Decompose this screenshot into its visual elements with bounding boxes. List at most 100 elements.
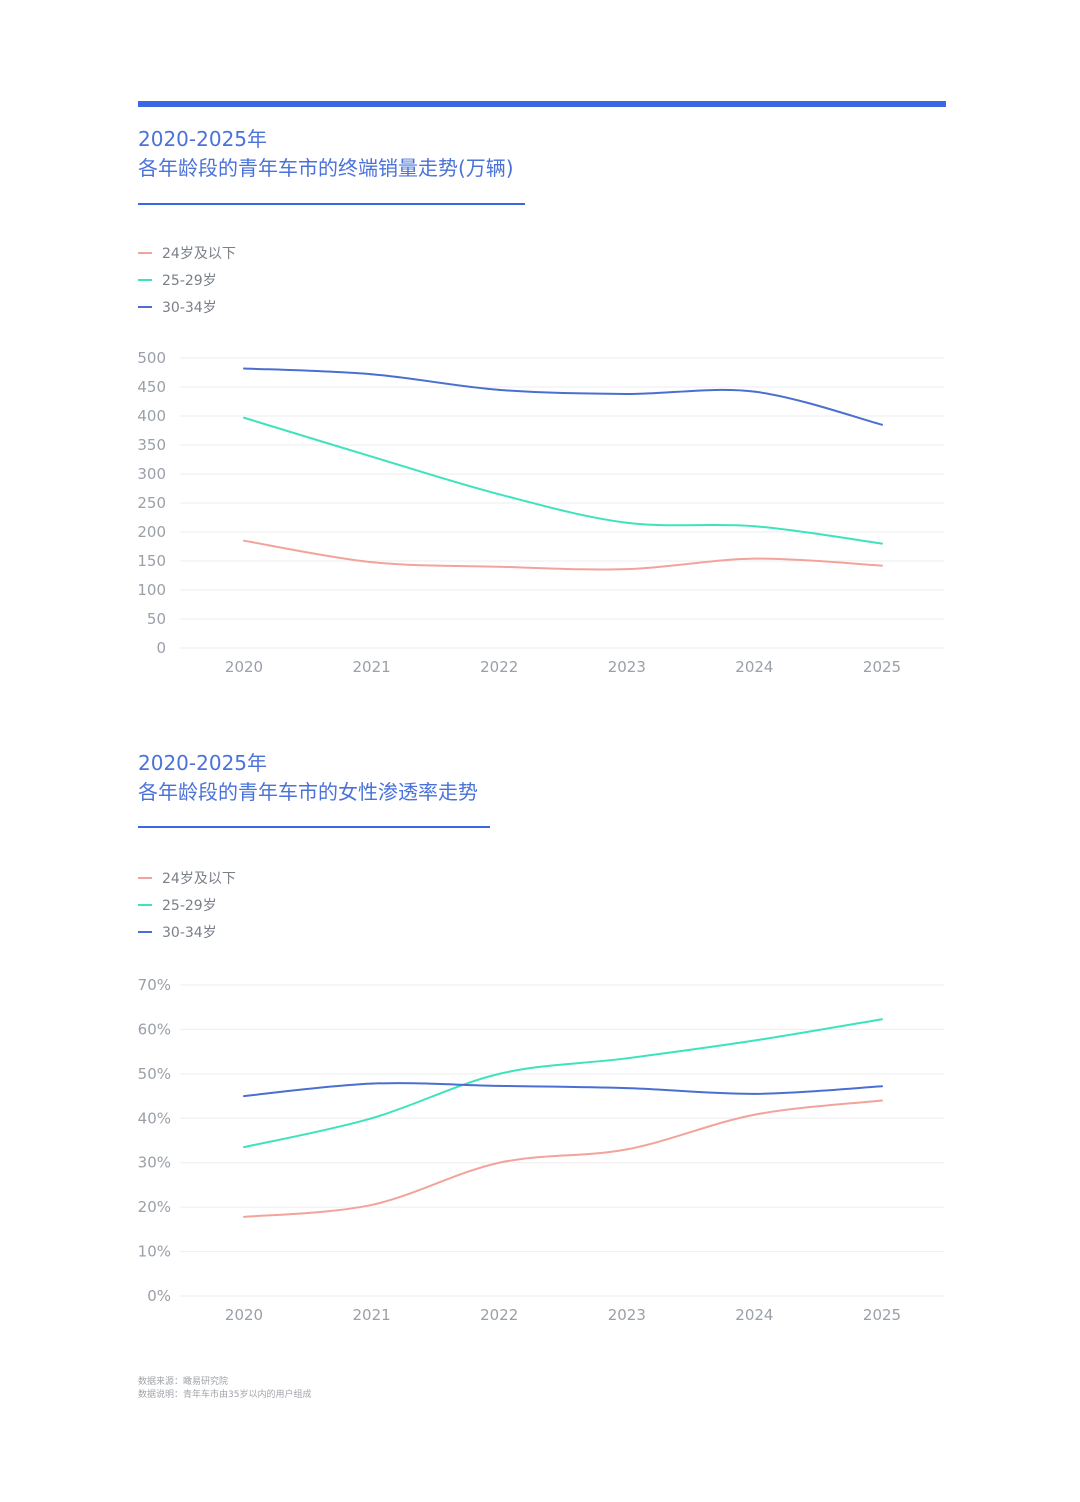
chart1-series-point-1: [625, 521, 628, 524]
legend-swatch: [138, 930, 152, 933]
source-line2: 数据说明：青年车市由35岁以内的用户组成: [138, 1390, 312, 1400]
legend-swatch: [138, 903, 152, 906]
chart1-y-tick-label: 350: [137, 436, 166, 454]
chart1-series-point-1: [753, 525, 756, 528]
chart1-series-point-2: [243, 367, 245, 370]
chart2-series-point-2: [625, 1087, 628, 1090]
chart2-x-tick-label: 2023: [608, 1306, 646, 1324]
chart1-series-point-1: [498, 493, 501, 496]
chart2-series-line-2: [243, 1082, 883, 1098]
chart1-series-point-1: [881, 542, 883, 545]
chart2-x-tick-label: 2025: [863, 1306, 901, 1324]
chart1-series-point-0: [625, 568, 628, 571]
chart2-series-point-0: [625, 1148, 628, 1151]
chart1-y-tick-label: 150: [137, 552, 166, 570]
chart1-x-tick-label: 2025: [863, 658, 901, 676]
legend-swatch: [138, 876, 152, 879]
chart2-title-underline: [138, 826, 490, 828]
chart2-legend-item-30-34: 30-34岁: [138, 918, 236, 945]
chart1-y-tick-label: 250: [137, 494, 166, 512]
chart2-y-tick-label: 30%: [138, 1154, 171, 1172]
chart1-legend: 24岁及以下 25-29岁 30-34岁: [138, 239, 236, 320]
chart2-series-line-1: [243, 1018, 883, 1149]
chart1-legend-item-24: 24岁及以下: [138, 239, 236, 266]
chart1-series-point-1: [370, 455, 373, 458]
chart2-series-line-0: [243, 1099, 883, 1218]
legend-label: 30-34岁: [162, 924, 217, 941]
chart2-series-point-2: [498, 1084, 501, 1087]
chart2-y-tick-label: 0%: [147, 1287, 171, 1305]
chart1-series-point-0: [370, 561, 373, 564]
chart1-plot: 0 50 100 150 200 250 300 350 400 450 500 2020 2021 20…: [137, 349, 944, 676]
chart1-series-point-0: [243, 539, 245, 542]
chart2-y-tick-label: 50%: [138, 1065, 171, 1083]
chart2-series-point-1: [625, 1057, 628, 1060]
chart2-legend-item-25-29: 25-29岁: [138, 891, 236, 918]
chart2-y-tick-label: 40%: [138, 1109, 171, 1127]
chart2-series-point-2: [370, 1082, 373, 1085]
chart2-series-point-2: [243, 1095, 245, 1098]
legend-label: 24岁及以下: [162, 870, 236, 887]
chart2-x-tick-label: 2021: [353, 1306, 391, 1324]
chart2-series-point-2: [881, 1085, 883, 1088]
chart1-series-line-0: [243, 539, 883, 571]
chart2-y-tick-label: 60%: [138, 1020, 171, 1038]
chart1-y-tick-label: 500: [137, 349, 166, 367]
chart2-legend-item-24: 24岁及以下: [138, 864, 236, 891]
chart1-title-line2: 各年龄段的青年车市的终端销量走势(万辆): [138, 156, 514, 180]
chart2-series-point-1: [498, 1072, 501, 1075]
chart2-x-tick-label: 2020: [225, 1306, 263, 1324]
legend-label: 24岁及以下: [162, 245, 236, 262]
chart1-series-point-2: [370, 373, 373, 376]
chart2-title: 2020-2025年 各年龄段的青年车市的女性渗透率走势: [138, 749, 478, 807]
chart2-y-tick-label: 70%: [138, 976, 171, 994]
chart2-series-point-0: [370, 1203, 373, 1206]
chart1-series-point-2: [625, 392, 628, 395]
legend-label: 25-29岁: [162, 897, 217, 914]
chart1-y-tick-label: 200: [137, 523, 166, 541]
chart2-x-tick-label: 2022: [480, 1306, 518, 1324]
chart1-x-tick-label: 2020: [225, 658, 263, 676]
chart2-series-point-1: [881, 1018, 883, 1021]
chart1-x-tick-label: 2024: [735, 658, 773, 676]
chart1-series-point-1: [243, 416, 245, 419]
chart1-series-line-2: [243, 367, 883, 426]
chart2-series-point-2: [753, 1092, 756, 1095]
chart1-y-tick-label: 450: [137, 378, 166, 396]
chart2-series-point-0: [753, 1113, 756, 1116]
legend-label: 25-29岁: [162, 272, 217, 289]
chart1-legend-item-30-34: 30-34岁: [138, 293, 236, 320]
chart2-series-point-1: [370, 1117, 373, 1120]
source-line1: 数据来源：瞰易研究院: [138, 1377, 229, 1387]
chart2-title-line2: 各年龄段的青年车市的女性渗透率走势: [138, 780, 478, 804]
legend-swatch: [138, 278, 152, 281]
chart2-series-point-0: [498, 1161, 501, 1164]
top-accent-bar: [138, 101, 946, 107]
chart1-x-tick-label: 2023: [608, 658, 646, 676]
chart1-y-tick-label: 300: [137, 465, 166, 483]
chart2-y-tick-label: 20%: [138, 1198, 171, 1216]
chart1-y-tick-label: 50: [147, 610, 166, 628]
chart1-y-tick-label: 0: [156, 639, 166, 657]
chart2-legend: 24岁及以下 25-29岁 30-34岁: [138, 864, 236, 945]
chart1-y-tick-label: 400: [137, 407, 166, 425]
chart2-series-point-0: [881, 1099, 883, 1102]
chart1-series-point-2: [498, 388, 501, 391]
legend-label: 30-34岁: [162, 299, 217, 316]
source-note: 数据来源：瞰易研究院 数据说明：青年车市由35岁以内的用户组成: [138, 1376, 311, 1402]
chart1-title: 2020-2025年 各年龄段的青年车市的终端销量走势(万辆): [138, 125, 514, 183]
chart1-series-point-0: [498, 565, 501, 568]
chart1-title-line1: 2020-2025年: [138, 127, 268, 151]
chart1-x-tick-label: 2022: [480, 658, 518, 676]
chart2-series-point-1: [243, 1146, 245, 1149]
chart2-x-tick-label: 2024: [735, 1306, 773, 1324]
chart2-series-point-0: [243, 1215, 245, 1218]
chart1-title-underline: [138, 203, 525, 205]
chart1-series-line-1: [243, 416, 883, 545]
chart1-series-point-2: [753, 390, 756, 393]
chart2-title-line1: 2020-2025年: [138, 751, 268, 775]
chart1-legend-item-25-29: 25-29岁: [138, 266, 236, 293]
chart1-series-point-0: [753, 557, 756, 560]
legend-swatch: [138, 305, 152, 308]
